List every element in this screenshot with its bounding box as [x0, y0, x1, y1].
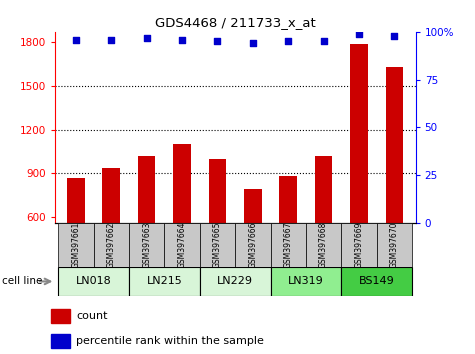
- Text: GSM397668: GSM397668: [319, 222, 328, 268]
- Bar: [164, 223, 200, 267]
- Bar: [200, 223, 235, 267]
- Bar: [271, 223, 306, 267]
- Bar: [67, 178, 85, 305]
- Point: [214, 39, 221, 44]
- Text: GSM397666: GSM397666: [248, 222, 257, 268]
- Text: GSM397667: GSM397667: [284, 222, 293, 268]
- Bar: [342, 267, 412, 296]
- Bar: [315, 156, 332, 305]
- Text: GSM397665: GSM397665: [213, 222, 222, 268]
- Point: [355, 31, 363, 36]
- Point: [178, 37, 186, 42]
- Bar: [51, 334, 70, 348]
- Bar: [350, 44, 368, 305]
- Title: GDS4468 / 211733_x_at: GDS4468 / 211733_x_at: [155, 16, 315, 29]
- Bar: [209, 159, 226, 305]
- Text: GSM397670: GSM397670: [390, 222, 399, 268]
- Bar: [271, 267, 342, 296]
- Bar: [103, 167, 120, 305]
- Text: LN018: LN018: [76, 276, 112, 286]
- Bar: [279, 176, 297, 305]
- Text: GSM397661: GSM397661: [71, 222, 80, 268]
- Point: [249, 40, 256, 46]
- Bar: [58, 267, 129, 296]
- Text: count: count: [76, 311, 108, 321]
- Point: [390, 33, 398, 39]
- Bar: [94, 223, 129, 267]
- Point: [320, 39, 327, 44]
- Bar: [58, 223, 94, 267]
- Text: LN215: LN215: [146, 276, 182, 286]
- Bar: [342, 223, 377, 267]
- Bar: [200, 267, 271, 296]
- Bar: [244, 189, 262, 305]
- Text: cell line: cell line: [2, 276, 43, 286]
- Bar: [173, 144, 191, 305]
- Text: percentile rank within the sample: percentile rank within the sample: [76, 336, 264, 346]
- Point: [72, 37, 80, 42]
- Point: [143, 35, 151, 40]
- Text: LN319: LN319: [288, 276, 324, 286]
- Text: GSM397669: GSM397669: [354, 222, 363, 268]
- Bar: [129, 223, 164, 267]
- Bar: [51, 309, 70, 323]
- Bar: [306, 223, 342, 267]
- Text: LN229: LN229: [217, 276, 253, 286]
- Text: GSM397663: GSM397663: [142, 222, 151, 268]
- Bar: [138, 156, 155, 305]
- Bar: [235, 223, 271, 267]
- Point: [285, 39, 292, 44]
- Text: GSM397664: GSM397664: [178, 222, 187, 268]
- Bar: [129, 267, 200, 296]
- Bar: [386, 67, 403, 305]
- Text: GSM397662: GSM397662: [107, 222, 116, 268]
- Point: [107, 37, 115, 42]
- Text: BS149: BS149: [359, 276, 395, 286]
- Bar: [377, 223, 412, 267]
